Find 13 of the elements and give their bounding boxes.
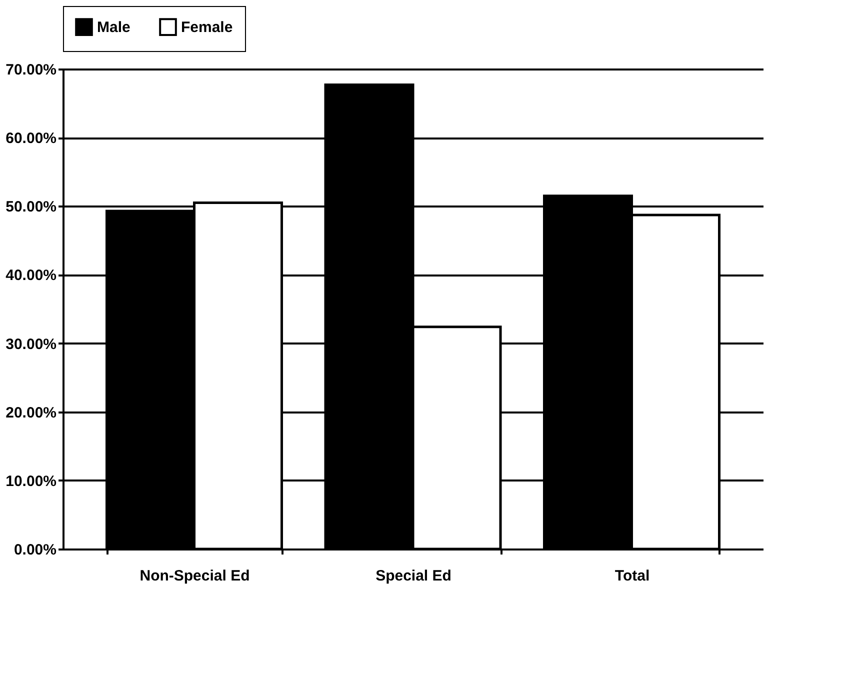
x-tick-label: Special Ed bbox=[376, 568, 452, 584]
x-tick-label: Non-Special Ed bbox=[140, 568, 250, 584]
y-tick-label: 0.00% bbox=[14, 542, 56, 558]
y-tick-label: 70.00% bbox=[6, 62, 56, 78]
y-tick-label: 20.00% bbox=[6, 404, 56, 422]
legend-label: Female bbox=[181, 19, 233, 36]
y-tick-label: 10.00% bbox=[6, 472, 56, 490]
y-tick-label: 30.00% bbox=[6, 336, 56, 353]
y-tick-label: 50.00% bbox=[6, 198, 56, 216]
y-tick-label: 40.00% bbox=[6, 267, 56, 284]
x-tick-label: Total bbox=[614, 568, 650, 584]
legend-label: Male bbox=[97, 19, 130, 36]
y-tick-label: 60.00% bbox=[6, 130, 56, 148]
